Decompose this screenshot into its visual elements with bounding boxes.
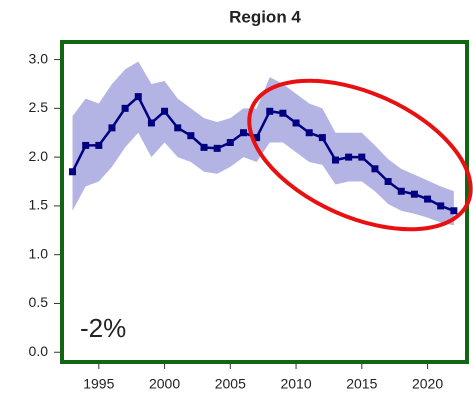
x-tick-label: 2000 bbox=[149, 376, 180, 392]
y-tick-label: 0.5 bbox=[29, 294, 49, 310]
point-marker bbox=[305, 129, 313, 137]
point-marker bbox=[69, 168, 77, 176]
y-tick-label: 1.5 bbox=[29, 197, 49, 213]
point-marker bbox=[384, 178, 392, 186]
point-marker bbox=[187, 132, 195, 140]
y-tick-label: 1.0 bbox=[29, 245, 49, 261]
point-marker bbox=[424, 195, 432, 203]
x-tick-label: 2015 bbox=[346, 376, 377, 392]
point-marker bbox=[437, 202, 445, 210]
point-marker bbox=[226, 138, 234, 146]
chart-title: Region 4 bbox=[229, 7, 301, 26]
point-marker bbox=[253, 134, 261, 142]
y-tick-label: 3.0 bbox=[29, 50, 49, 66]
point-marker bbox=[147, 119, 155, 127]
x-tick-label: 2020 bbox=[412, 376, 443, 392]
x-tick-label: 2005 bbox=[215, 376, 246, 392]
x-tick-label: 2010 bbox=[280, 376, 311, 392]
y-tick-label: 0.0 bbox=[29, 343, 49, 359]
point-marker bbox=[358, 153, 366, 161]
point-marker bbox=[371, 165, 379, 173]
point-marker bbox=[397, 187, 405, 195]
point-marker bbox=[134, 93, 142, 101]
point-marker bbox=[450, 207, 458, 215]
point-marker bbox=[266, 107, 274, 115]
point-marker bbox=[200, 143, 208, 151]
annotation: -2% bbox=[80, 313, 126, 343]
y-tick-label: 2.5 bbox=[29, 99, 49, 115]
plot-area bbox=[69, 61, 458, 226]
point-marker bbox=[332, 156, 340, 164]
point-marker bbox=[318, 134, 326, 142]
point-marker bbox=[95, 141, 103, 149]
y-tick-label: 2.0 bbox=[29, 148, 49, 164]
point-marker bbox=[279, 109, 287, 117]
confidence-band bbox=[72, 61, 454, 226]
point-marker bbox=[345, 153, 353, 161]
point-marker bbox=[174, 124, 182, 132]
point-marker bbox=[292, 119, 300, 127]
point-marker bbox=[410, 190, 418, 198]
point-marker bbox=[213, 144, 221, 152]
point-marker bbox=[82, 141, 90, 149]
x-tick-label: 1995 bbox=[83, 376, 114, 392]
point-marker bbox=[108, 124, 116, 132]
point-marker bbox=[161, 107, 169, 115]
highlight-ellipse bbox=[247, 78, 473, 232]
point-marker bbox=[239, 129, 247, 137]
point-marker bbox=[121, 104, 129, 112]
